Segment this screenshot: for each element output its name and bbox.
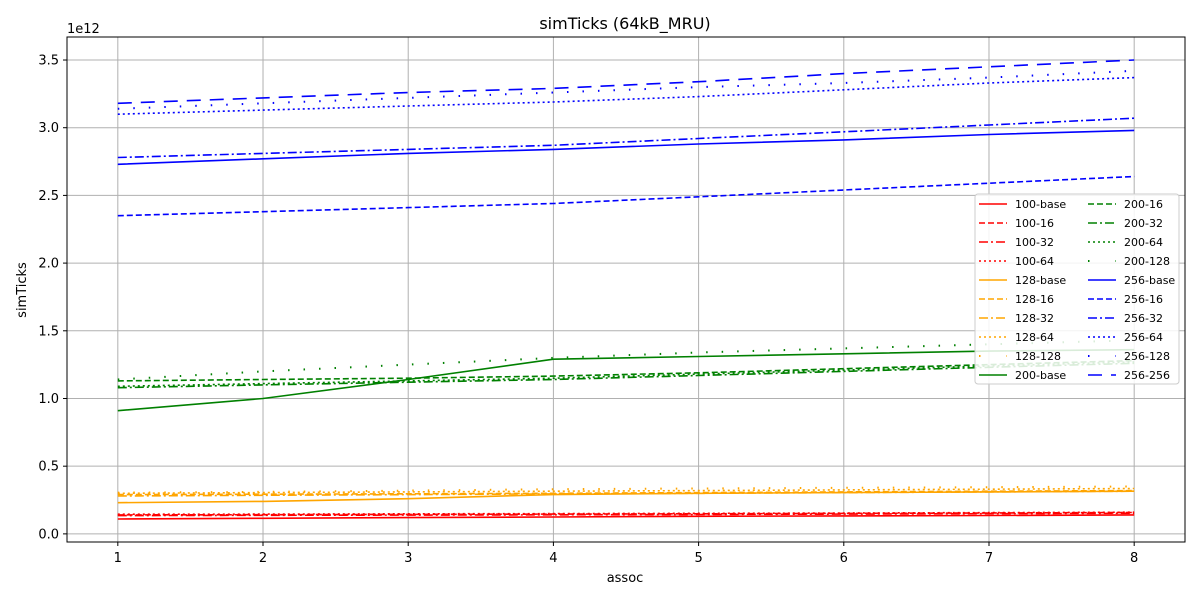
legend-label: 128-32 bbox=[1015, 312, 1054, 325]
series-line-256-base bbox=[117, 129, 1135, 166]
y-tick-label: 3.0 bbox=[38, 121, 59, 136]
legend-label: 100-64 bbox=[1015, 255, 1054, 268]
y-tick-label: 0.0 bbox=[38, 527, 59, 542]
grid bbox=[67, 37, 1185, 542]
x-tick-label: 2 bbox=[259, 551, 267, 566]
series-line-256-256 bbox=[117, 59, 1135, 105]
legend-label: 200-64 bbox=[1124, 236, 1163, 249]
legend-label: 100-16 bbox=[1015, 217, 1054, 230]
y-tick-label: 3.5 bbox=[38, 54, 59, 69]
legend-label: 100-32 bbox=[1015, 236, 1054, 249]
legend-label: 256-256 bbox=[1124, 369, 1170, 382]
legend: 100-base 100-16 100-32 100-64 128-base 128-16… bbox=[974, 193, 1180, 385]
y-tick-label: 1.0 bbox=[38, 392, 59, 407]
series-line-200-base bbox=[117, 348, 1135, 412]
y-tick-label: 0.5 bbox=[38, 460, 59, 475]
series-line-200-16 bbox=[117, 359, 1135, 382]
legend-label: 100-base bbox=[1015, 198, 1066, 211]
y-tick-label: 2.0 bbox=[38, 257, 59, 272]
y-tick-label: 2.5 bbox=[38, 189, 59, 204]
x-tick-label: 6 bbox=[840, 551, 848, 566]
series-group bbox=[117, 59, 1135, 520]
legend-label: 128-16 bbox=[1015, 293, 1054, 306]
legend-label: 128-128 bbox=[1015, 350, 1061, 363]
series-line-128-16 bbox=[117, 489, 1135, 496]
plot-frame bbox=[66, 36, 1186, 543]
x-tick-label: 7 bbox=[985, 551, 993, 566]
axis-ticks: 1 2 3 4 5 6 7 8 0.0 0.5 1.0 1.5 2.0 2.5 3.0 3.5 bbox=[38, 54, 1138, 566]
legend-label: 200-128 bbox=[1124, 255, 1170, 268]
legend-label: 256-64 bbox=[1124, 331, 1163, 344]
y-axis-label: simTicks bbox=[15, 262, 30, 318]
series-line-256-16 bbox=[117, 175, 1135, 217]
x-tick-label: 5 bbox=[694, 551, 702, 566]
legend-label: 200-base bbox=[1015, 369, 1066, 382]
series-line-100-base bbox=[117, 514, 1135, 520]
legend-label: 256-16 bbox=[1124, 293, 1163, 306]
x-axis-label: assoc bbox=[607, 571, 644, 586]
legend-label: 128-base bbox=[1015, 274, 1066, 287]
legend-label: 200-32 bbox=[1124, 217, 1163, 230]
y-axis-offset-label: 1e12 bbox=[67, 22, 100, 37]
legend-label: 128-64 bbox=[1015, 331, 1054, 344]
x-tick-label: 8 bbox=[1130, 551, 1138, 566]
legend-label: 256-32 bbox=[1124, 312, 1163, 325]
x-tick-label: 3 bbox=[404, 551, 412, 566]
y-tick-label: 1.5 bbox=[38, 324, 59, 339]
chart-title: simTicks (64kB_MRU) bbox=[539, 14, 710, 34]
series-line-100-16 bbox=[117, 511, 1135, 516]
x-tick-label: 1 bbox=[114, 551, 122, 566]
legend-box bbox=[974, 193, 1180, 385]
legend-label: 256-128 bbox=[1124, 350, 1170, 363]
legend-label: 256-base bbox=[1124, 274, 1175, 287]
x-tick-label: 4 bbox=[549, 551, 557, 566]
legend-label: 200-16 bbox=[1124, 198, 1163, 211]
